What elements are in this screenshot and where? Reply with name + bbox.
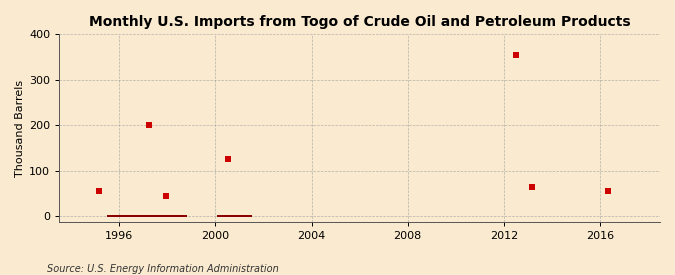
Point [603,189,614,193]
Point [526,185,537,189]
Point [144,123,155,128]
Point [94,189,105,193]
Text: Source: U.S. Energy Information Administration: Source: U.S. Energy Information Administ… [47,264,279,274]
Y-axis label: Thousand Barrels: Thousand Barrels [15,79,25,177]
Bar [217,215,252,218]
Title: Monthly U.S. Imports from Togo of Crude Oil and Petroleum Products: Monthly U.S. Imports from Togo of Crude … [89,15,630,29]
Point [510,53,521,57]
Bar [107,215,187,218]
Point [160,194,171,198]
Point [222,157,233,162]
